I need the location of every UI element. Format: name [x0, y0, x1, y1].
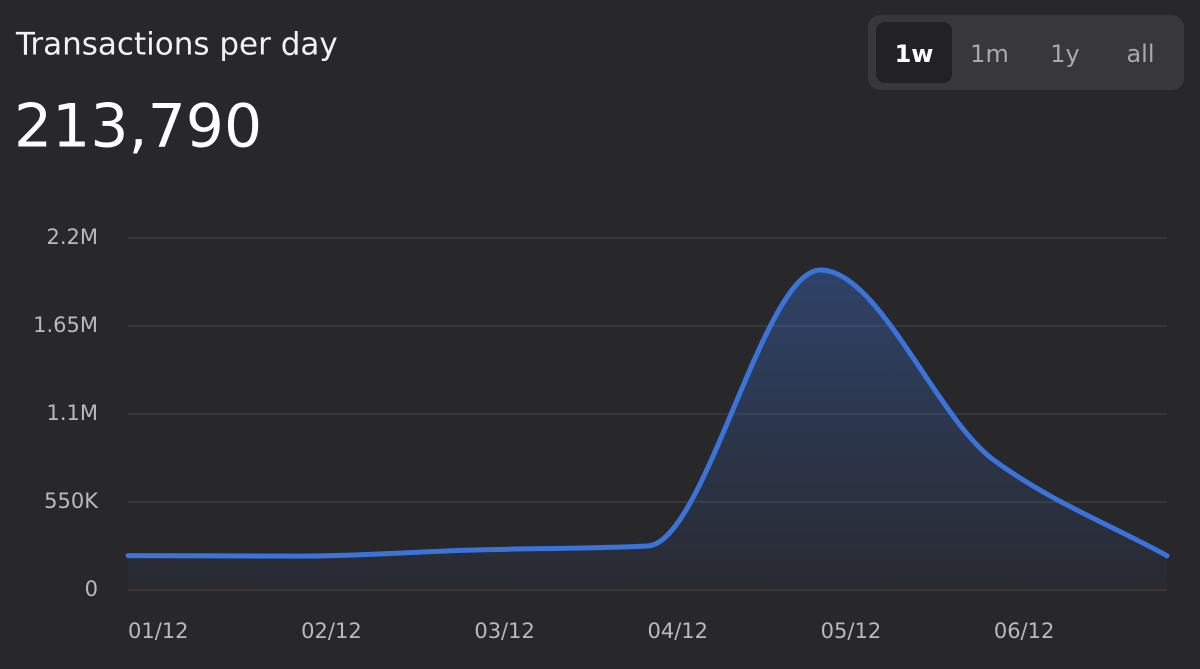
y-tick-label: 550K: [44, 489, 99, 513]
x-tick-label: 05/12: [821, 619, 882, 643]
x-tick-label: 06/12: [994, 619, 1055, 643]
range-button[interactable]: 1y: [1050, 40, 1079, 68]
range-button[interactable]: 1w: [895, 40, 934, 68]
range-button[interactable]: 1m: [970, 40, 1009, 68]
x-tick-label: 04/12: [648, 619, 709, 643]
headline-value: 213,790: [14, 92, 262, 162]
line: [125, 267, 1170, 559]
x-tick-label: 01/12: [128, 619, 189, 643]
range-button[interactable]: all: [1126, 40, 1154, 68]
range-button-active[interactable]: [876, 22, 952, 83]
y-tick-label: 0: [85, 577, 98, 601]
y-tick-label: 2.2M: [46, 225, 98, 249]
x-tick-label: 03/12: [474, 619, 535, 643]
y-tick-label: 1.65M: [33, 313, 98, 337]
chart-title: Transactions per day: [15, 27, 338, 63]
x-tick-label: 02/12: [301, 619, 362, 643]
y-tick-label: 1.1M: [46, 401, 98, 425]
range-buttons: 1w 1m 1y all: [876, 22, 1155, 83]
